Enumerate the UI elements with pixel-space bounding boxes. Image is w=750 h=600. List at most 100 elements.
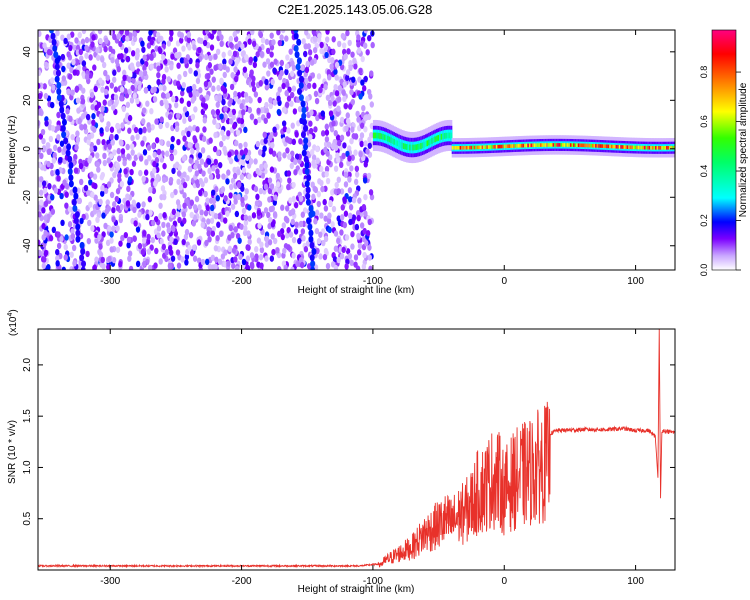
- heatmap-cell: [269, 61, 275, 68]
- heatmap-cell: [154, 118, 159, 125]
- heatmap-cell: [306, 217, 312, 225]
- heatmap-cell: [182, 192, 187, 199]
- heatmap-cell: [156, 232, 161, 239]
- x-tick-label: 100: [627, 276, 644, 287]
- heatmap-cell: [277, 86, 282, 93]
- heatmap-cell: [179, 97, 184, 104]
- heatmap-cell: [289, 91, 295, 99]
- heatmap-cell: [162, 85, 167, 92]
- heatmap-cell: [320, 185, 325, 193]
- heatmap-cell: [53, 51, 59, 59]
- heatmap-cell: [141, 118, 146, 125]
- heatmap-cell: [146, 248, 152, 255]
- heatmap-cell: [304, 30, 309, 36]
- heatmap-band-cell: [465, 145, 469, 150]
- heatmap-cell: [223, 217, 228, 224]
- heatmap-cell: [129, 143, 135, 150]
- heatmap-cell: [129, 168, 134, 176]
- heatmap-cell: [300, 228, 306, 235]
- heatmap-cell: [130, 134, 135, 142]
- heatmap-cell: [268, 148, 274, 155]
- heatmap-cell: [179, 37, 184, 44]
- heatmap-cell: [119, 95, 124, 102]
- heatmap-cell: [123, 168, 128, 175]
- heatmap-cell: [265, 47, 271, 55]
- heatmap-cell: [360, 55, 365, 63]
- heatmap-cell: [255, 51, 260, 58]
- y-tick-label: 0.5: [22, 511, 33, 525]
- heatmap-cell: [244, 188, 249, 195]
- heatmap-cell: [179, 57, 185, 64]
- heatmap-cell: [350, 243, 355, 250]
- heatmap-cell: [237, 237, 242, 244]
- heatmap-cell: [282, 77, 287, 85]
- heatmap-cell: [122, 159, 127, 167]
- heatmap-cell: [192, 135, 197, 142]
- heatmap-cell: [80, 38, 86, 45]
- heatmap-band-cell: [445, 132, 448, 139]
- heatmap-cell: [322, 253, 328, 261]
- heatmap-cell: [161, 221, 166, 229]
- heatmap-cell: [225, 210, 230, 217]
- heatmap-cell: [68, 44, 73, 52]
- heatmap-cell: [135, 47, 140, 55]
- heatmap-band-cell: [453, 145, 456, 150]
- figure-title: C2E1.2025.143.05.06.G28: [278, 2, 433, 17]
- heatmap-cell: [182, 217, 187, 225]
- heatmap-cell: [339, 253, 345, 260]
- heatmap-cell: [291, 195, 296, 203]
- heatmap-cell: [92, 126, 97, 133]
- heatmap-band-cell: [372, 132, 376, 139]
- heatmap-cell: [358, 151, 363, 158]
- heatmap-cell: [166, 140, 171, 148]
- heatmap-cell: [147, 126, 152, 133]
- heatmap-band-cell: [505, 144, 508, 149]
- heatmap-band-cell: [473, 145, 476, 150]
- heatmap-cell: [284, 63, 290, 70]
- heatmap-band-cell: [658, 145, 661, 150]
- heatmap-cell: [231, 113, 236, 121]
- heatmap-cell: [97, 233, 102, 241]
- heatmap-cell: [86, 138, 91, 146]
- heatmap-cell: [212, 145, 218, 153]
- heatmap-cell: [142, 69, 148, 77]
- heatmap-cell: [169, 236, 174, 243]
- heatmap-cell: [112, 76, 117, 83]
- heatmap-cell: [229, 118, 234, 125]
- heatmap-cell: [219, 113, 224, 120]
- heatmap-cell: [243, 147, 249, 155]
- heatmap-cell: [363, 210, 368, 217]
- heatmap-cell: [58, 100, 64, 108]
- heatmap-cell: [252, 61, 258, 69]
- heatmap-cell: [95, 216, 100, 224]
- heatmap-cell: [258, 187, 264, 195]
- heatmap-cell: [146, 233, 151, 241]
- heatmap-cell: [184, 259, 189, 266]
- heatmap-cell: [309, 254, 315, 262]
- heatmap-cell: [159, 99, 164, 107]
- heatmap-cell: [305, 95, 310, 102]
- heatmap-cell: [147, 195, 153, 203]
- heatmap-cell: [249, 261, 255, 268]
- heatmap-cell: [106, 157, 111, 164]
- heatmap-band-cell: [394, 139, 398, 146]
- heatmap-cell: [61, 118, 67, 126]
- heatmap-cell: [42, 187, 48, 194]
- heatmap-cell: [281, 106, 287, 114]
- heatmap-cell: [331, 142, 336, 149]
- heatmap-cell: [141, 46, 146, 53]
- heatmap-cell: [170, 255, 176, 262]
- heatmap-cell: [269, 166, 275, 173]
- heatmap-cell: [368, 265, 373, 270]
- heatmap-cell: [74, 37, 79, 44]
- heatmap-cell: [194, 159, 199, 166]
- heatmap-band-cell: [476, 145, 480, 150]
- heatmap-band-cell: [610, 144, 614, 149]
- heatmap-cell: [253, 118, 258, 126]
- heatmap-cell: [280, 204, 285, 211]
- heatmap-cell: [350, 51, 355, 58]
- heatmap-cell: [164, 66, 169, 73]
- heatmap-cell: [294, 131, 299, 138]
- heatmap-cell: [142, 126, 147, 134]
- heatmap-cell: [316, 73, 322, 80]
